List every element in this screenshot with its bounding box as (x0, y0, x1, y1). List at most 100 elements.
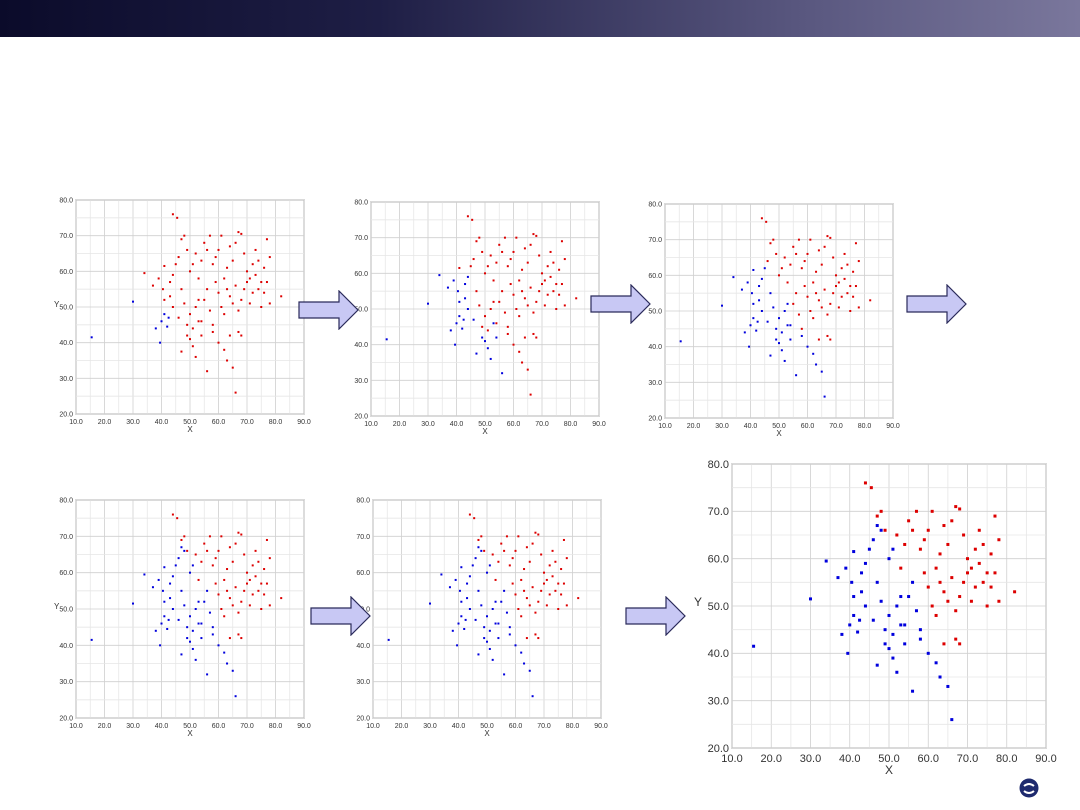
data-point-red (486, 329, 489, 332)
x-tick-label: 30.0 (800, 753, 821, 765)
data-point-blue (503, 673, 506, 676)
data-point-red (263, 568, 266, 571)
data-point-blue (899, 623, 903, 627)
data-point-red (183, 535, 186, 538)
data-point-red (197, 578, 200, 581)
y-axis-label: Y (54, 602, 60, 611)
data-point-red (817, 249, 820, 252)
data-point-red (194, 355, 197, 358)
data-point-blue (454, 343, 457, 346)
data-point-red (958, 507, 962, 511)
scatter-svg: 10.0 20.0 30.0 40.0 50.0 60.0 70.0 80.0 90.020.0… (694, 459, 1057, 777)
data-point-red (809, 310, 812, 312)
y-tick-label: 80.0 (59, 197, 73, 204)
data-point-red (475, 240, 478, 243)
data-point-red (506, 265, 509, 268)
data-point-red (540, 589, 543, 592)
data-point-red (958, 595, 962, 599)
arrow-right-icon (298, 290, 359, 330)
data-point-red (257, 259, 260, 262)
data-point-blue (887, 613, 891, 617)
data-point-red (812, 281, 815, 284)
arrow-right-icon (625, 596, 686, 636)
data-point-red (260, 281, 263, 284)
data-point-red (246, 270, 248, 273)
data-point-blue (226, 662, 229, 665)
data-point-red (993, 571, 997, 575)
data-point-blue (891, 547, 895, 551)
data-point-red (800, 327, 803, 330)
data-point-blue (907, 595, 911, 599)
data-point-blue (950, 718, 954, 722)
data-point-red (837, 306, 840, 309)
data-point-red (930, 604, 934, 608)
data-point-blue (752, 302, 755, 305)
data-point-red (538, 254, 541, 257)
data-point-red (191, 327, 194, 330)
data-point-red (537, 600, 540, 603)
data-point-red (832, 256, 835, 259)
data-point-red (863, 481, 867, 485)
data-point-blue (174, 564, 177, 567)
data-point-blue (500, 600, 503, 603)
y-tick-label: 50.0 (59, 606, 73, 613)
data-point-red (826, 313, 829, 316)
data-point-red (942, 642, 946, 646)
data-point-blue (758, 299, 761, 302)
data-point-red (549, 250, 552, 253)
data-point-red (234, 241, 237, 244)
data-point-red (508, 564, 511, 567)
data-point-red (163, 264, 166, 267)
data-point-red (907, 519, 911, 523)
data-point-red (969, 599, 973, 603)
data-point-red (246, 571, 248, 574)
data-point-blue (850, 580, 854, 584)
data-point-red (525, 637, 528, 640)
data-point-red (217, 291, 220, 294)
data-point-blue (452, 279, 455, 282)
data-point-blue (879, 528, 883, 532)
data-point-blue (132, 300, 134, 303)
y-tick-label: 20.0 (59, 715, 73, 722)
data-point-blue (197, 622, 200, 625)
data-point-blue (752, 268, 755, 271)
data-point-red (214, 281, 217, 284)
data-point-red (555, 308, 558, 310)
data-point-red (240, 600, 243, 603)
x-tick-label: 80.0 (566, 723, 580, 730)
data-point-red (512, 250, 515, 253)
data-point-blue (780, 349, 783, 352)
data-point-red (560, 240, 563, 243)
data-point-red (208, 234, 211, 237)
data-point-red (517, 608, 520, 610)
data-point-blue (494, 600, 497, 603)
x-axis-label: X (482, 427, 488, 436)
data-point-red (234, 284, 237, 287)
x-tick-label: 20.0 (393, 421, 407, 428)
data-point-red (954, 505, 958, 509)
y-tick-label: 40.0 (356, 643, 370, 650)
data-point-red (918, 547, 922, 551)
y-tick-label: 60.0 (648, 273, 662, 280)
data-point-blue (194, 608, 197, 610)
data-point-red (226, 266, 229, 269)
data-point-red (528, 560, 531, 563)
data-point-blue (497, 637, 500, 640)
data-point-blue (200, 622, 203, 625)
data-point-red (792, 302, 795, 305)
data-point-red (911, 528, 915, 532)
data-point-red (197, 298, 200, 301)
data-point-red (846, 292, 849, 295)
y-tick-label: 30.0 (59, 679, 73, 686)
data-point-red (243, 252, 246, 255)
data-point-red (186, 248, 189, 251)
data-point-blue (177, 557, 180, 560)
data-point-red (226, 359, 229, 362)
data-point-red (548, 593, 551, 596)
y-tick-label: 20.0 (59, 411, 73, 418)
data-point-red (514, 549, 517, 552)
data-point-blue (183, 549, 186, 552)
data-point-red (515, 236, 518, 239)
data-point-red (786, 281, 789, 284)
data-point-blue (464, 297, 467, 300)
